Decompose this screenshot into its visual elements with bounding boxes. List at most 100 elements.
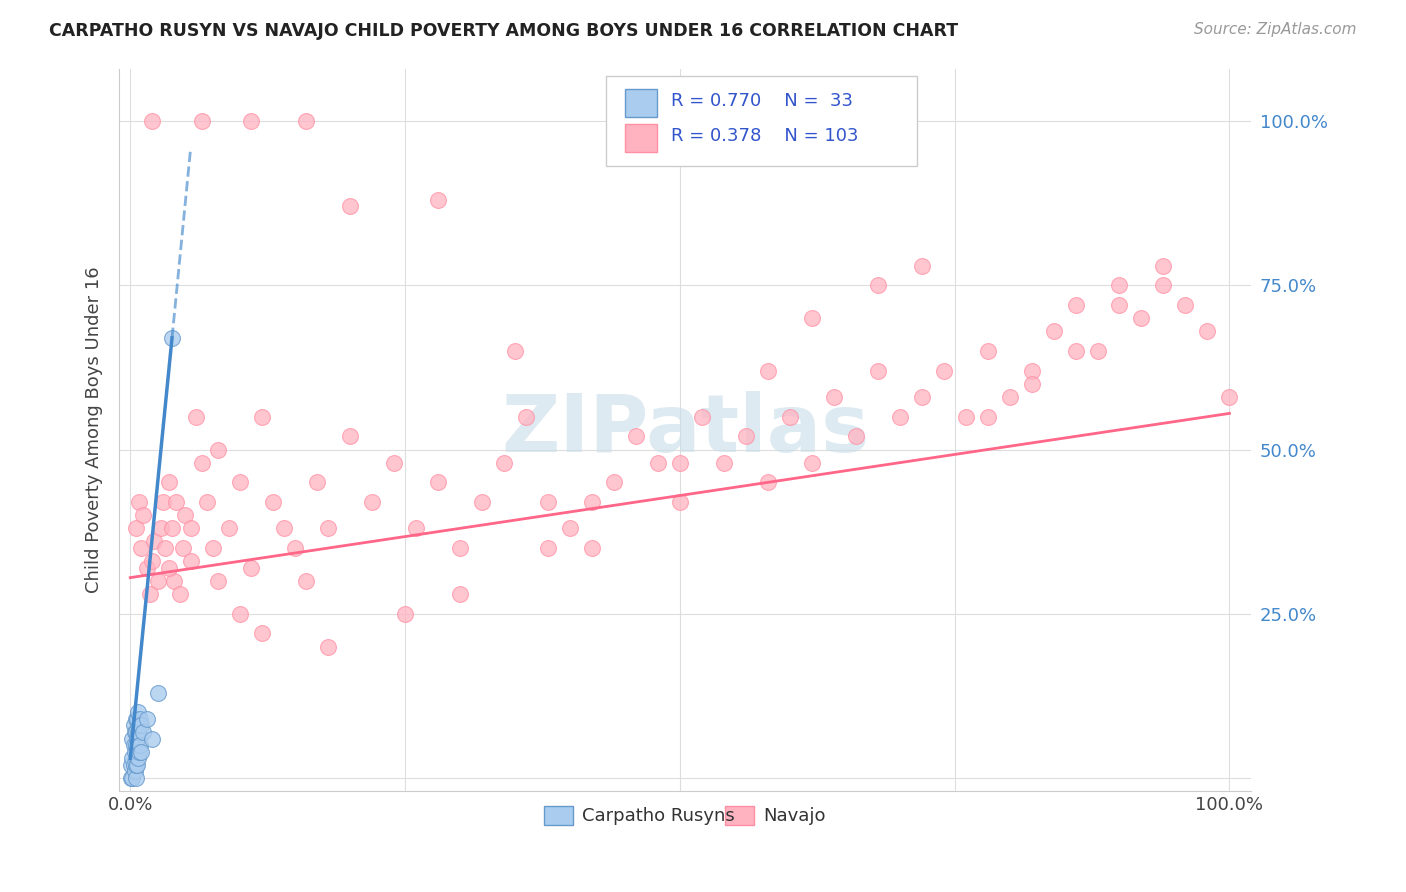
FancyBboxPatch shape: [626, 89, 657, 117]
Point: [240, 114, 263, 128]
Point: [125, 757, 148, 772]
Point: [339, 429, 361, 443]
Point: [146, 574, 169, 588]
Text: CARPATHO RUSYN VS NAVAJO CHILD POVERTY AMONG BOYS UNDER 16 CORRELATION CHART: CARPATHO RUSYN VS NAVAJO CHILD POVERTY A…: [49, 22, 959, 40]
Point: [339, 199, 361, 213]
Point: [141, 114, 163, 128]
Point: [316, 640, 339, 654]
Text: Carpatho Rusyns: Carpatho Rusyns: [582, 806, 735, 825]
Point: [155, 541, 177, 555]
Text: ZIPatlas: ZIPatlas: [501, 391, 869, 469]
Point: [129, 541, 152, 555]
Point: [932, 364, 955, 378]
Point: [190, 456, 212, 470]
Point: [195, 495, 218, 509]
Point: [160, 331, 183, 345]
Point: [713, 456, 735, 470]
Point: [169, 587, 191, 601]
Point: [1042, 324, 1064, 338]
Point: [558, 521, 581, 535]
Point: [240, 561, 263, 575]
Point: [669, 495, 692, 509]
Point: [845, 429, 868, 443]
Point: [141, 554, 163, 568]
Point: [492, 456, 515, 470]
Point: [734, 429, 756, 443]
Point: [125, 725, 148, 739]
Point: [1108, 298, 1130, 312]
Point: [262, 495, 284, 509]
Point: [955, 409, 977, 424]
Point: [295, 574, 318, 588]
Point: [121, 731, 143, 746]
Point: [756, 475, 779, 490]
Point: [515, 409, 537, 424]
Y-axis label: Child Poverty Among Boys Under 16: Child Poverty Among Boys Under 16: [86, 267, 103, 593]
Point: [229, 475, 252, 490]
Point: [756, 364, 779, 378]
Point: [128, 745, 150, 759]
Point: [1087, 343, 1109, 358]
Point: [190, 114, 212, 128]
Point: [207, 442, 229, 457]
Point: [427, 193, 450, 207]
Point: [125, 712, 148, 726]
Point: [135, 712, 157, 726]
Point: [124, 725, 146, 739]
Point: [122, 718, 145, 732]
Point: [186, 409, 208, 424]
Point: [229, 607, 252, 621]
Point: [250, 626, 273, 640]
Point: [307, 475, 329, 490]
Point: [911, 259, 934, 273]
Point: [581, 541, 603, 555]
Point: [172, 541, 194, 555]
Point: [537, 495, 560, 509]
FancyBboxPatch shape: [626, 124, 657, 152]
Point: [503, 343, 526, 358]
Point: [201, 541, 224, 555]
Point: [127, 706, 149, 720]
Text: Navajo: Navajo: [763, 806, 825, 825]
Point: [128, 495, 150, 509]
Point: [1218, 390, 1240, 404]
Point: [120, 757, 142, 772]
Point: [603, 475, 626, 490]
Point: [624, 429, 647, 443]
Text: Source: ZipAtlas.com: Source: ZipAtlas.com: [1194, 22, 1357, 37]
Point: [427, 475, 450, 490]
Point: [125, 738, 148, 752]
Point: [120, 771, 142, 785]
Point: [139, 587, 162, 601]
FancyBboxPatch shape: [725, 806, 755, 825]
Point: [449, 587, 471, 601]
Point: [122, 757, 145, 772]
Point: [382, 456, 405, 470]
Point: [647, 456, 669, 470]
Point: [143, 534, 166, 549]
Point: [295, 114, 318, 128]
Point: [127, 725, 149, 739]
Point: [866, 278, 889, 293]
Point: [135, 561, 157, 575]
Point: [823, 390, 845, 404]
Point: [125, 731, 148, 746]
Point: [132, 508, 155, 523]
Point: [124, 764, 146, 779]
Point: [690, 409, 713, 424]
Point: [800, 456, 823, 470]
Point: [976, 343, 998, 358]
Point: [129, 738, 152, 752]
Point: [779, 409, 801, 424]
Point: [669, 456, 692, 470]
Point: [316, 521, 339, 535]
Point: [163, 574, 186, 588]
Point: [157, 561, 180, 575]
Point: [150, 521, 173, 535]
Point: [157, 475, 180, 490]
Point: [361, 495, 384, 509]
Point: [160, 521, 183, 535]
Point: [122, 738, 145, 752]
Point: [125, 521, 148, 535]
Point: [471, 495, 494, 509]
